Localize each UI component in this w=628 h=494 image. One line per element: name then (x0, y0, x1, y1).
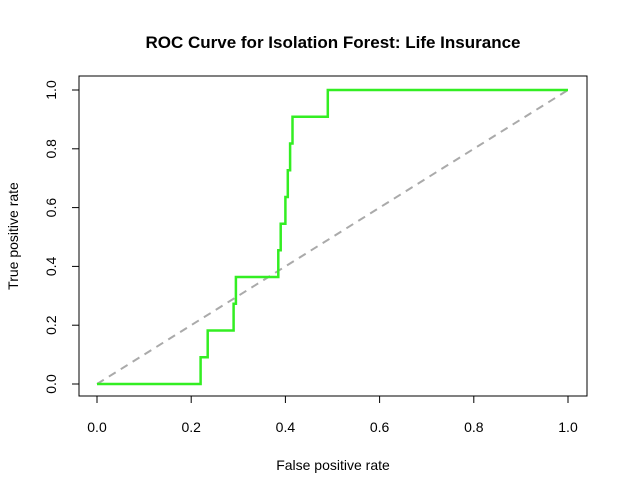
chart-title: ROC Curve for Isolation Forest: Life Ins… (145, 33, 520, 52)
diagonal-reference-line (96, 89, 569, 385)
x-tick-label: 1.0 (558, 419, 578, 435)
x-axis-label: False positive rate (276, 457, 390, 473)
x-tick-label: 0.4 (276, 419, 296, 435)
y-tick-label: 0.6 (43, 198, 59, 218)
roc-curve-line (97, 88, 568, 386)
x-tick-label: 0.2 (181, 419, 201, 435)
y-tick-label: 0.2 (43, 315, 59, 335)
y-axis-label: True positive rate (5, 182, 21, 290)
y-tick-label: 0.4 (43, 256, 59, 276)
y-tick-label: 0.8 (43, 139, 59, 159)
x-tick-label: 0.6 (370, 419, 390, 435)
y-tick-label: 0.0 (43, 374, 59, 394)
series-layer (96, 88, 569, 386)
x-tick-label: 0.0 (87, 419, 107, 435)
y-axis: 0.0 0.2 0.4 0.6 0.8 1.0 (43, 80, 79, 394)
plot-frame (78, 75, 588, 397)
x-axis: 0.0 0.2 0.4 0.6 0.8 1.0 (87, 396, 578, 435)
y-tick-label: 1.0 (43, 80, 59, 100)
x-tick-label: 0.8 (464, 419, 484, 435)
